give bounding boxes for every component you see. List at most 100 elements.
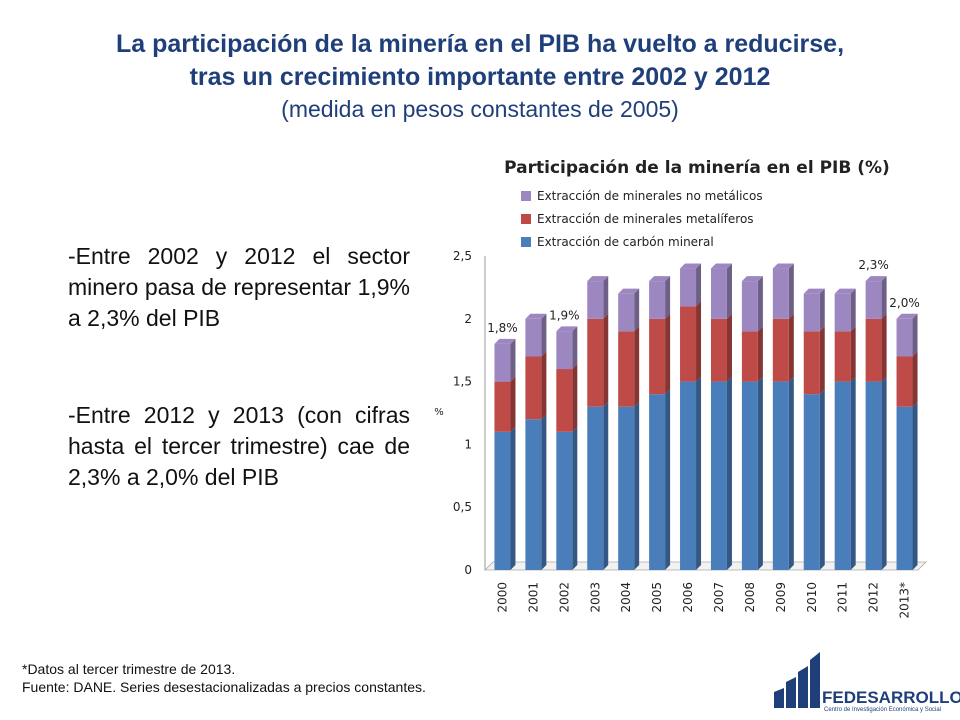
bar-side (819, 288, 825, 332)
legend-swatch (521, 214, 531, 224)
bar-side (603, 313, 609, 407)
bar-side (665, 276, 671, 319)
bar-segment (587, 406, 604, 570)
bar-segment (556, 331, 573, 370)
bar-segment (865, 281, 882, 319)
logo-name: FEDESARROLLO (822, 688, 960, 707)
data-label: 2,0% (889, 296, 920, 310)
bar-top (803, 288, 825, 294)
bar-segment (649, 281, 666, 319)
y-tick-label: 0 (464, 563, 472, 577)
bar-side (726, 313, 732, 382)
bar-side (881, 313, 887, 382)
bar-top (680, 263, 702, 269)
bar-segment (587, 281, 604, 319)
x-tick-label: 2009 (774, 582, 788, 613)
bar-top (587, 276, 609, 282)
logo-tagline: Centro de Investigación Económica y Soci… (824, 707, 942, 713)
bar-side (510, 338, 516, 382)
bar-segment (741, 331, 758, 382)
chart-floor (484, 561, 927, 571)
bar-side (788, 376, 794, 570)
bar-side (603, 276, 609, 319)
bar-segment (556, 431, 573, 570)
x-tick-label: 2010 (805, 582, 819, 613)
bar-segment (618, 406, 635, 570)
bar-segment (618, 331, 635, 407)
bar-segment (834, 331, 851, 382)
bar-side (634, 326, 640, 407)
bar-side (572, 326, 578, 370)
bar-side (912, 313, 918, 357)
bar-segment (649, 394, 666, 570)
bar-side (757, 326, 763, 382)
bar-segment (772, 381, 789, 570)
x-tick-label: 2003 (588, 582, 602, 613)
bar-side (696, 301, 702, 382)
bar-segment (896, 318, 913, 357)
bar-segment (865, 381, 882, 570)
data-label: 2,3% (858, 258, 889, 272)
bar-top (772, 263, 794, 269)
x-tick-label: 2002 (557, 582, 571, 613)
y-tick-label: 0,5 (453, 500, 472, 514)
bar-side (665, 389, 671, 570)
bar-side (541, 414, 547, 570)
bar-side (819, 326, 825, 395)
bar-segment (649, 318, 666, 395)
x-tick-label: 2005 (650, 582, 664, 613)
bar-segment (741, 381, 758, 570)
bar-segment (865, 318, 882, 382)
bar-side (881, 376, 887, 570)
bar-side (572, 364, 578, 432)
bar-segment (710, 268, 727, 319)
y-axis-label: % (434, 407, 444, 418)
bar-top (710, 263, 732, 269)
bar-side (850, 376, 856, 570)
bar-side (726, 263, 732, 319)
bar-segment (525, 419, 542, 570)
bar-top (494, 338, 516, 344)
bar-side (696, 376, 702, 570)
x-tick-label: 2013* (898, 582, 912, 619)
bar-side (819, 389, 825, 570)
x-tick-label: 2012 (867, 582, 881, 613)
bar-segment (803, 331, 820, 395)
title-line-1: La participación de la minería en el PIB… (115, 30, 845, 58)
title-line-2: tras un crecimiento importante entre 200… (189, 63, 771, 91)
y-tick-label: 1,5 (453, 375, 472, 389)
data-label: 1,8% (487, 321, 518, 335)
bar-side (850, 326, 856, 382)
y-tick-label: 1 (464, 437, 472, 451)
bar-segment (494, 381, 511, 432)
bar-segment (803, 394, 820, 570)
bar-segment (803, 293, 820, 332)
legend-swatch (521, 237, 531, 247)
bar-side (788, 313, 794, 382)
bar-side (510, 376, 516, 432)
bar-segment (680, 306, 697, 382)
bar-side (572, 426, 578, 570)
bar-segment (896, 356, 913, 407)
x-tick-label: 2011 (836, 582, 850, 613)
bullet-1: -Entre 2002 y 2012 el sector minero pasa… (68, 243, 410, 331)
bar-segment (525, 318, 542, 357)
bar-side (665, 313, 671, 395)
legend-label: Extracción de carbón mineral (537, 235, 714, 249)
bar-segment (680, 381, 697, 570)
bar-side (541, 313, 547, 357)
bar-side (510, 426, 516, 570)
bar-segment (772, 318, 789, 382)
x-tick-label: 2007 (712, 582, 726, 613)
bar-segment (834, 293, 851, 332)
bar-segment (741, 281, 758, 332)
legend-label: Extracción de minerales metalíferos (537, 212, 754, 226)
footnote-source: Fuente: DANE. Series desestacionalizadas… (22, 679, 426, 695)
bar-side (634, 288, 640, 332)
fedesarrollo-logo-icon (774, 652, 820, 708)
bar-segment (896, 406, 913, 570)
x-tick-label: 2001 (526, 582, 540, 613)
bar-side (850, 288, 856, 332)
bar-top (525, 313, 547, 319)
x-tick-label: 2000 (495, 582, 509, 613)
